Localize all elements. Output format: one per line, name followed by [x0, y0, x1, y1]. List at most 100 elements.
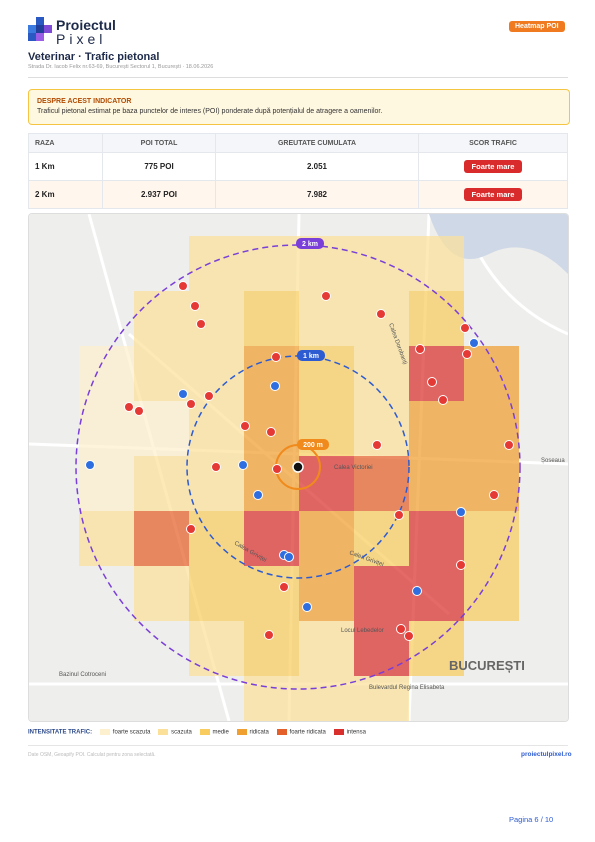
- heat-cell: [409, 346, 464, 401]
- heat-cell: [134, 291, 189, 346]
- th: SCOR TRAFIC: [418, 133, 568, 153]
- poi-dot: [412, 586, 422, 596]
- cell: 2 Km: [28, 180, 103, 209]
- poi-dot: [279, 582, 289, 592]
- heat-cell: [244, 236, 299, 291]
- logo-bottom: Pixel: [56, 31, 107, 47]
- heat-cell: [409, 621, 464, 676]
- poi-dot: [460, 323, 470, 333]
- info-box: DESPRE ACEST INDICATOR Traficul pietonal…: [28, 89, 570, 125]
- legend-title: INTENSITATE TRAFIC:: [28, 729, 93, 736]
- heat-cell: [354, 456, 409, 511]
- poi-dot: [504, 440, 514, 450]
- heat-cell: [244, 676, 299, 721]
- legend-item: foarte ridicata: [289, 729, 326, 736]
- city-label: BUCUREȘTI: [449, 658, 525, 673]
- poi-dot: [178, 281, 188, 291]
- legend-item: medie: [212, 729, 229, 736]
- poi-dot: [321, 291, 331, 301]
- heat-cell: [409, 401, 464, 456]
- footer-site: proiectulpixel.ro: [521, 751, 572, 758]
- heat-cell: [354, 676, 409, 721]
- th: RAZA: [28, 133, 103, 153]
- poi-dot: [186, 399, 196, 409]
- heat-cell: [189, 236, 244, 291]
- page-number: Pagina 6 / 10: [509, 815, 554, 824]
- poi-dot: [85, 460, 95, 470]
- poi-dot: [190, 301, 200, 311]
- poi-dot: [178, 389, 188, 399]
- ring-label: 1 km: [303, 353, 319, 360]
- legend-item: ridicata: [249, 729, 269, 736]
- heat-cell: [189, 621, 244, 676]
- street-label: Șoseaua: [541, 458, 565, 464]
- info-title: DESPRE ACEST INDICATOR: [37, 98, 132, 105]
- heat-cell: [244, 456, 299, 511]
- score-pill: Foarte mare: [463, 160, 523, 173]
- legend-item: intensa: [346, 729, 366, 736]
- heat-cell: [134, 456, 189, 511]
- poi-dot: [372, 440, 382, 450]
- heat-cell: [134, 566, 189, 621]
- poi-dot: [415, 344, 425, 354]
- poi-dot: [462, 349, 472, 359]
- poi-dot: [427, 377, 437, 387]
- poi-dot: [302, 602, 312, 612]
- heat-cell: [409, 456, 464, 511]
- heat-cell: [354, 566, 409, 621]
- poi-dot: [270, 381, 280, 391]
- street-label: Bazinul Cotroceni: [59, 672, 106, 678]
- title: Veterinar · Trafic pietonal: [28, 51, 160, 63]
- poi-dot: [124, 402, 134, 412]
- heat-cell: [189, 566, 244, 621]
- heat-cell: [354, 346, 409, 401]
- poi-dot: [240, 421, 250, 431]
- footer-source: Date OSM, Geoapify POI. Calculat pentru …: [28, 752, 156, 758]
- badge: Heatmap POI: [509, 21, 565, 32]
- cell: 7.982: [215, 180, 419, 209]
- poi-dot: [456, 560, 466, 570]
- poi-dot: [253, 490, 263, 500]
- map: Calea Griviței Calea Griviței Bulevardul…: [28, 213, 569, 722]
- heat-cell: [409, 236, 464, 291]
- poi-dot: [456, 507, 466, 517]
- poi-dot: [396, 624, 406, 634]
- poi-dot: [238, 460, 248, 470]
- heat-cell: [464, 511, 519, 566]
- heat-cell: [244, 291, 299, 346]
- cell: 2.937 POI: [102, 180, 216, 209]
- heat-cell: [134, 511, 189, 566]
- poi-dot: [196, 319, 206, 329]
- poi-dot: [469, 338, 479, 348]
- heat-cell: [354, 401, 409, 456]
- heat-cell: [409, 291, 464, 346]
- poi-dot: [404, 631, 414, 641]
- heat-cell: [464, 566, 519, 621]
- heat-cell: [189, 401, 244, 456]
- poi-dot: [271, 352, 281, 362]
- poi-dot: [394, 510, 404, 520]
- cell: Foarte mare: [418, 180, 568, 209]
- heat-cell: [464, 346, 519, 401]
- poi-dot: [376, 309, 386, 319]
- street-label: Locul Lebedelor: [341, 628, 384, 634]
- street-label: Calea Victoriei: [334, 465, 373, 471]
- heat-cell: [409, 511, 464, 566]
- ring-label: 200 m: [303, 442, 323, 449]
- table: RAZA POI TOTAL GREUTATE CUMULATA SCOR TRAFI…: [28, 133, 568, 209]
- subtitle: Strada Dr. Iacob Felix nr.63-69, Bucureș…: [28, 64, 214, 70]
- heat-cell: [79, 401, 134, 456]
- poi-dot: [284, 552, 294, 562]
- heat-cell: [244, 346, 299, 401]
- cell: 2.051: [215, 152, 419, 181]
- poi-dot: [272, 464, 282, 474]
- logo-top: Proiectul: [56, 17, 116, 33]
- ring-label: 2 km: [302, 241, 318, 248]
- center: [292, 461, 304, 473]
- th: POI TOTAL: [102, 133, 216, 153]
- heat-cell: [299, 456, 354, 511]
- poi-dot: [264, 630, 274, 640]
- poi-dot: [186, 524, 196, 534]
- street-label: Bulevardul Regina Elisabeta: [369, 685, 445, 691]
